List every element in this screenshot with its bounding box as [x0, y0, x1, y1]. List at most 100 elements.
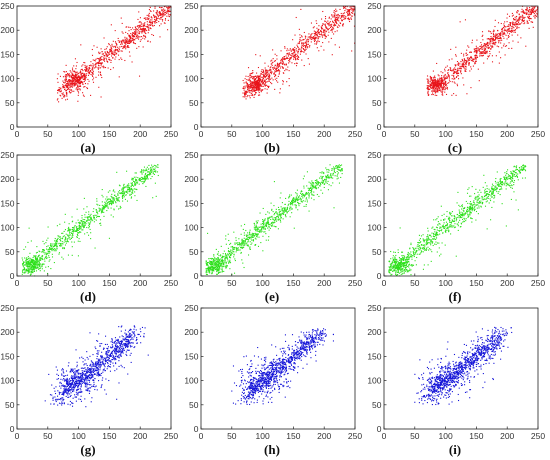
scatter-point	[298, 41, 300, 43]
scatter-point	[125, 43, 127, 45]
scatter-point	[261, 89, 263, 91]
scatter-point	[289, 59, 291, 61]
scatter-point	[121, 196, 123, 198]
scatter-point	[466, 61, 468, 63]
scatter-point	[448, 77, 450, 79]
scatter-point	[481, 53, 483, 55]
scatter-point	[253, 94, 255, 96]
scatter-point	[533, 7, 535, 10]
scatter-point	[39, 258, 41, 261]
scatter-point	[521, 11, 524, 13]
scatter-point	[38, 263, 40, 265]
scatter-point	[487, 55, 489, 57]
scatter-point	[465, 65, 467, 67]
scatter-point	[117, 37, 119, 40]
scatter-point	[212, 260, 214, 262]
scatter-point	[118, 199, 120, 201]
scatter-point	[58, 253, 60, 255]
scatter-point	[102, 208, 104, 210]
scatter-point	[249, 234, 251, 236]
scatter-point	[233, 253, 235, 255]
scatter-point	[143, 181, 145, 184]
scatter-point	[105, 198, 107, 200]
scatter-point	[467, 45, 469, 47]
scatter-point	[101, 194, 103, 196]
scatter-point	[334, 14, 336, 16]
scatter-point	[136, 25, 138, 28]
scatter-point	[444, 89, 446, 91]
scatter-point	[477, 68, 479, 70]
scatter-point	[518, 14, 520, 16]
scatter-point	[447, 74, 449, 76]
scatter-point	[121, 45, 123, 48]
scatter-point	[71, 241, 73, 243]
scatter-point	[330, 24, 332, 26]
scatter-point	[288, 49, 290, 51]
scatter-point	[163, 8, 165, 10]
scatter-point	[437, 83, 439, 85]
scatter-points	[56, 5, 172, 103]
scatter-point	[500, 34, 502, 37]
scatter-point	[266, 72, 268, 74]
scatter-point	[305, 41, 307, 43]
scatter-point	[508, 47, 510, 50]
scatter-point	[291, 208, 293, 210]
scatter-point	[300, 201, 302, 203]
scatter-point	[264, 88, 266, 90]
scatter-point	[64, 229, 66, 231]
scatter-point	[446, 88, 449, 90]
scatter-point	[518, 20, 520, 22]
scatter-point	[149, 6, 151, 8]
scatter-point	[507, 28, 509, 30]
scatter-point	[484, 47, 486, 49]
scatter-point	[48, 252, 50, 254]
scatter-point	[79, 72, 81, 74]
scatter-point	[255, 84, 257, 86]
scatter-point	[24, 272, 26, 274]
scatter-point	[249, 246, 251, 248]
scatter-point	[27, 270, 29, 272]
scatter-point	[75, 75, 77, 77]
scatter-point	[128, 185, 130, 187]
scatter-point	[340, 12, 342, 15]
scatter-point	[441, 79, 444, 82]
scatter-point	[294, 57, 296, 59]
scatter-point	[272, 218, 274, 220]
scatter-point	[311, 36, 313, 38]
scatter-point	[328, 17, 330, 19]
scatter-point	[31, 266, 33, 269]
y-tick-label: 100	[0, 74, 14, 84]
scatter-point	[153, 15, 155, 17]
scatter-point	[489, 40, 491, 42]
scatter-point	[110, 214, 112, 216]
scatter-point	[101, 211, 104, 213]
scatter-point	[525, 12, 527, 14]
scatter-point	[63, 71, 65, 73]
scatter-point	[311, 188, 313, 191]
scatter-point	[465, 59, 467, 61]
scatter-point	[103, 215, 105, 217]
scatter-point	[461, 58, 463, 60]
scatter-point	[35, 257, 37, 259]
scatter-point	[154, 182, 156, 184]
scatter-point	[41, 264, 43, 266]
scatter-point	[59, 236, 61, 238]
scatter-point	[92, 75, 94, 77]
scatter-point	[489, 53, 491, 55]
scatter-point	[154, 7, 156, 9]
scatter-point	[299, 53, 301, 55]
scatter-point	[72, 233, 74, 235]
scatter-point	[143, 23, 145, 25]
scatter-point	[323, 49, 325, 51]
scatter-point	[62, 247, 64, 250]
scatter-point	[164, 14, 166, 16]
x-tick-label: 250	[348, 129, 362, 139]
scatter-point	[474, 62, 477, 64]
scatter-point	[123, 45, 125, 47]
scatter-point	[341, 16, 343, 18]
scatter-point	[267, 65, 269, 67]
scatter-point	[274, 60, 277, 62]
scatter-point	[162, 13, 165, 15]
scatter-point	[103, 207, 106, 209]
scatter-point	[112, 56, 114, 59]
